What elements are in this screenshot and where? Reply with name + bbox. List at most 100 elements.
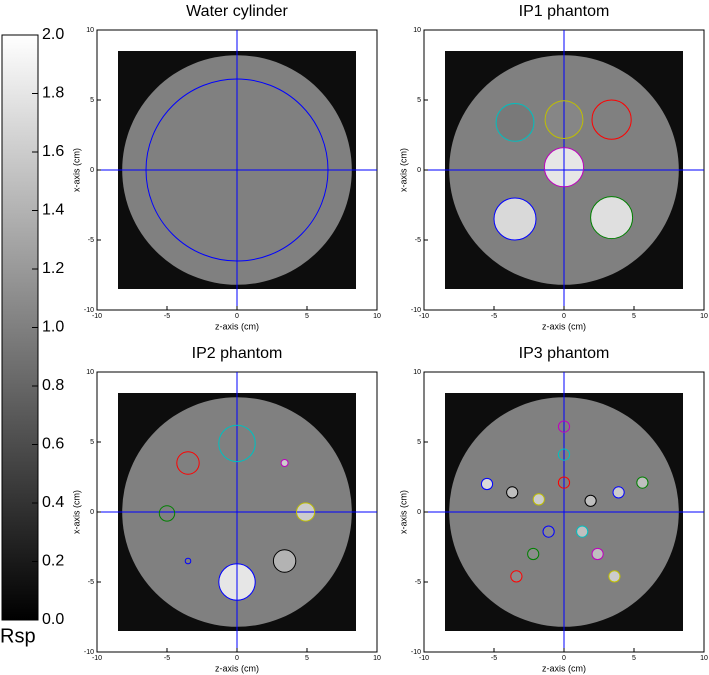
roi-circle — [176, 451, 200, 475]
roi-circle — [544, 100, 584, 139]
x-tick-label: 10 — [373, 313, 381, 320]
x-tick-label: -10 — [92, 313, 102, 320]
insert — [281, 459, 289, 467]
insert — [510, 570, 522, 583]
x-tick-label: 5 — [632, 313, 636, 320]
colorbar-tick-label: 1.2 — [42, 260, 64, 277]
roi-circle — [636, 476, 649, 489]
x-tick-label: 0 — [562, 655, 566, 662]
y-tick-label: -5 — [88, 237, 94, 244]
x-axis-label: z-axis (cm) — [215, 321, 259, 331]
insert — [185, 558, 191, 564]
roi-circle — [280, 459, 289, 467]
y-tick-label: 10 — [413, 27, 421, 34]
x-tick-label: -5 — [491, 655, 497, 662]
x-tick-label: 0 — [235, 313, 239, 320]
roi-circle — [506, 486, 519, 499]
colorbar-tick-label: 0.6 — [42, 436, 64, 453]
colorbar-tick-label: 0.4 — [42, 494, 64, 511]
roi-circle — [510, 570, 523, 583]
y-tick-label: 5 — [417, 97, 421, 104]
insert — [592, 548, 604, 560]
roi-circle — [272, 549, 297, 573]
insert — [176, 451, 200, 475]
y-tick-label: -5 — [415, 237, 421, 244]
roi-circle — [184, 557, 192, 565]
y-tick-label: -10 — [84, 649, 94, 656]
y-tick-label: 5 — [90, 97, 94, 104]
y-tick-label: -5 — [88, 579, 94, 586]
roi-circle — [557, 476, 571, 489]
colorbar-tick-label: 1.8 — [42, 85, 64, 102]
x-tick-label: 0 — [562, 313, 566, 320]
insert — [576, 526, 588, 538]
colorbar-tick-label: 1.4 — [42, 202, 64, 219]
insert — [533, 493, 545, 505]
x-tick-label: 5 — [632, 655, 636, 662]
colorbar-tick-label: 1.6 — [42, 143, 64, 160]
insert — [527, 548, 539, 560]
insert — [608, 570, 621, 583]
y-axis-label: x-axis (cm) — [71, 148, 81, 192]
roi-circle — [527, 547, 540, 561]
insert — [496, 103, 534, 142]
panel-title: Water cylinder — [186, 3, 288, 20]
x-tick-label: 10 — [700, 655, 708, 662]
insert — [592, 100, 632, 140]
y-axis-label: x-axis (cm) — [398, 490, 408, 534]
roi-circle — [543, 147, 585, 188]
insert — [159, 505, 175, 522]
y-tick-label: -10 — [411, 307, 421, 314]
y-tick-label: -5 — [415, 579, 421, 586]
y-tick-label: 5 — [90, 439, 94, 446]
roi-circle — [584, 494, 597, 507]
roi-circle — [532, 493, 545, 506]
panel-title: IP3 phantom — [519, 345, 610, 362]
roi-circle — [591, 547, 604, 561]
roi-circle — [158, 505, 176, 522]
x-tick-label: -10 — [419, 655, 429, 662]
y-tick-label: 10 — [86, 27, 94, 34]
y-tick-label: -10 — [411, 649, 421, 656]
roi-circle — [480, 477, 494, 491]
y-axis-label: x-axis (cm) — [71, 490, 81, 534]
insert — [636, 477, 649, 489]
y-tick-label: 10 — [413, 369, 421, 376]
colorbar-tick-label: 0.0 — [42, 611, 64, 628]
x-tick-label: 10 — [373, 655, 381, 662]
insert — [506, 486, 518, 498]
x-axis-label: z-axis (cm) — [542, 663, 586, 673]
y-tick-label: -10 — [84, 307, 94, 314]
roi-circle — [576, 525, 589, 538]
roi-circle — [145, 78, 329, 262]
x-tick-label: 0 — [235, 655, 239, 662]
insert — [585, 495, 597, 507]
x-tick-label: -5 — [164, 313, 170, 320]
insert — [273, 549, 296, 573]
x-tick-label: -10 — [419, 313, 429, 320]
panel-title: IP1 phantom — [519, 3, 610, 20]
x-tick-label: -5 — [164, 655, 170, 662]
insert — [481, 478, 493, 490]
roi-circle — [495, 103, 535, 142]
y-tick-label: 0 — [90, 509, 94, 516]
y-tick-label: 0 — [90, 167, 94, 174]
insert — [494, 198, 536, 240]
y-tick-label: 10 — [86, 369, 94, 376]
x-tick-label: -10 — [92, 655, 102, 662]
roi-circle — [557, 448, 571, 461]
y-axis-label: x-axis (cm) — [398, 148, 408, 192]
roi-circle — [590, 196, 634, 240]
colorbar-tick-label: 1.0 — [42, 319, 64, 336]
x-tick-label: 5 — [305, 313, 309, 320]
roi-circle — [591, 99, 632, 140]
y-tick-label: 0 — [417, 167, 421, 174]
x-tick-label: 5 — [305, 655, 309, 662]
insert — [590, 196, 633, 239]
colorbar-tick-label: 0.2 — [42, 553, 64, 570]
x-axis-label: z-axis (cm) — [542, 321, 586, 331]
y-tick-label: 0 — [417, 509, 421, 516]
roi-circle — [218, 563, 256, 601]
roi-circle — [557, 420, 571, 433]
